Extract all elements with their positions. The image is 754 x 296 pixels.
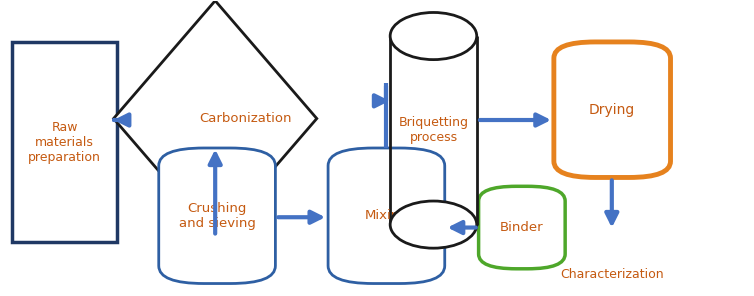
FancyBboxPatch shape xyxy=(328,148,445,284)
Text: Raw
materials
preparation: Raw materials preparation xyxy=(28,120,101,164)
Bar xyxy=(12,42,118,242)
FancyBboxPatch shape xyxy=(159,148,275,284)
Text: Crushing
and sieving: Crushing and sieving xyxy=(179,202,256,230)
Text: Carbonization: Carbonization xyxy=(199,112,292,125)
Bar xyxy=(390,36,477,225)
FancyBboxPatch shape xyxy=(554,42,670,178)
Ellipse shape xyxy=(390,201,477,248)
Ellipse shape xyxy=(390,12,477,59)
FancyBboxPatch shape xyxy=(479,186,566,269)
Text: Binder: Binder xyxy=(500,221,544,234)
Text: Characterization: Characterization xyxy=(560,268,664,281)
Polygon shape xyxy=(114,1,317,237)
Text: Drying: Drying xyxy=(589,103,636,117)
Text: Mixing: Mixing xyxy=(364,209,408,222)
Text: Briquetting
process: Briquetting process xyxy=(398,116,468,144)
